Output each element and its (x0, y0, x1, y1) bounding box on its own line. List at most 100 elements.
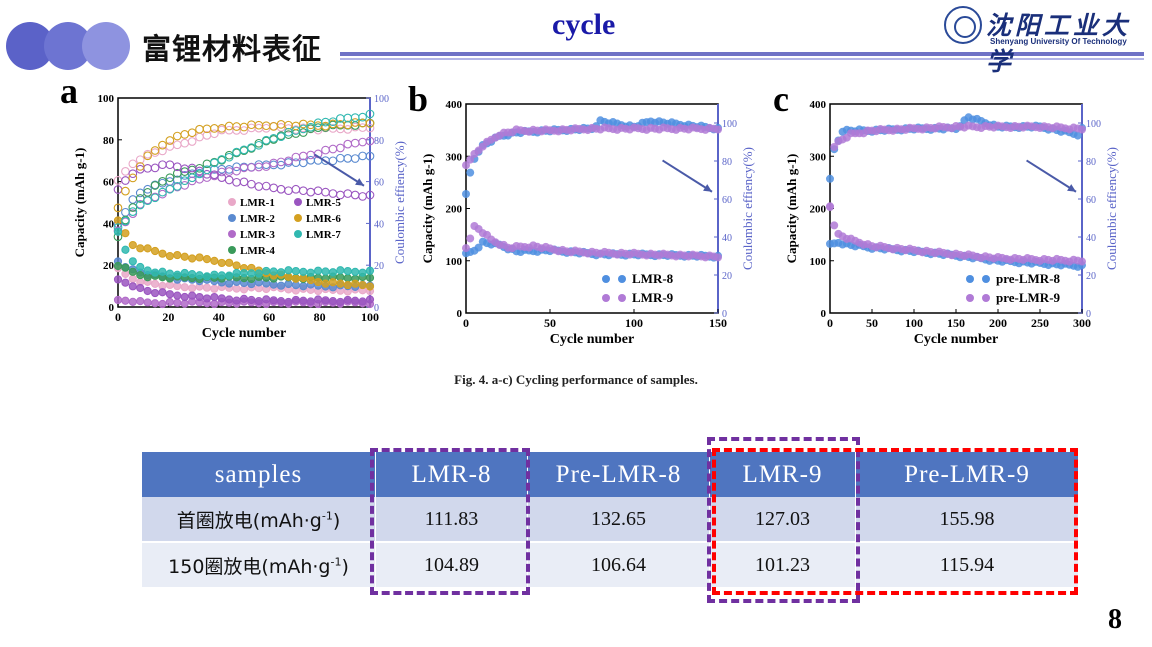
ce-point (254, 182, 264, 191)
highlight-box-red (712, 448, 1078, 595)
y2-tick-label: 80 (722, 157, 732, 168)
capacity-point (306, 268, 315, 277)
table-header-lmr9: LMR-9 (709, 452, 856, 497)
capacity-point (202, 272, 212, 281)
legend-marker (966, 294, 974, 302)
ce-point (180, 176, 190, 185)
capacity-point (143, 266, 152, 275)
capacity-point (158, 249, 167, 258)
ce-point (187, 163, 197, 173)
ce-point (365, 123, 375, 133)
legend-marker (966, 275, 974, 283)
capacity-point (202, 294, 212, 303)
capacity-point (113, 295, 123, 305)
capacity-point (165, 269, 174, 278)
capacity-point (276, 281, 286, 290)
ce-point (247, 179, 256, 189)
capacity-point (165, 252, 174, 261)
capacity-point (150, 299, 160, 308)
legend-label: LMR-2 (240, 213, 275, 225)
capacity-point (714, 253, 722, 262)
x-axis-label: Cycle number (550, 332, 634, 347)
capacity-point (365, 273, 375, 282)
legend-marker (294, 214, 302, 222)
ce-point (232, 177, 241, 187)
x-tick-label: 150 (709, 316, 727, 330)
legend-marker (602, 294, 610, 302)
x-axis-label: Cycle number (914, 332, 998, 347)
ce-point (306, 187, 316, 197)
capacity-point (262, 295, 271, 304)
ce-point (261, 181, 271, 191)
capacity-point (173, 291, 182, 300)
capacity-point (180, 252, 189, 261)
ce-point (121, 176, 130, 185)
ce-point (143, 184, 152, 194)
ce-point (158, 177, 167, 186)
ce-point (365, 109, 375, 119)
capacity-point (143, 298, 152, 307)
y2-tick-label: 60 (374, 178, 384, 189)
y2-tick-label: 0 (1086, 309, 1091, 320)
legend-label: LMR-5 (306, 197, 341, 209)
ce-point (239, 177, 249, 187)
ce-point (195, 124, 204, 134)
capacity-point (343, 274, 352, 283)
capacity-point (136, 270, 145, 280)
y2-tick-label: 0 (722, 309, 727, 320)
ce-point (306, 122, 316, 132)
ce-point (239, 126, 249, 135)
legend-label: LMR-7 (306, 229, 341, 241)
capacity-point (188, 284, 197, 293)
ce-point (158, 178, 167, 188)
cell-value: 155.98 (855, 497, 1078, 543)
capacity-point (113, 275, 123, 284)
capacity-point (202, 283, 212, 292)
legend-label: pre-LMR-8 (996, 271, 1061, 286)
ce-point (261, 160, 271, 170)
capacity-point (173, 270, 182, 279)
capacity-point (276, 297, 286, 306)
x-tick-label: 100 (625, 316, 643, 330)
ce-point (135, 162, 145, 171)
header-underline-thin (340, 58, 1144, 60)
capacity-point (336, 266, 345, 275)
ce-point (128, 203, 138, 212)
legend-label: LMR-3 (240, 229, 275, 241)
capacity-point (143, 273, 152, 282)
ce-point (121, 216, 130, 226)
x-tick-label: 60 (263, 310, 275, 324)
capacity-point (328, 278, 338, 287)
y2-tick-label: 80 (1086, 157, 1096, 168)
legend-marker (294, 230, 302, 238)
capacity-point (121, 245, 130, 254)
figure-caption: Fig. 4. a-c) Cycling performance of samp… (454, 372, 698, 387)
ce-point (462, 190, 470, 198)
capacity-point (150, 279, 160, 288)
capacity-point (202, 255, 212, 264)
ce-point (232, 166, 241, 176)
capacity-point (269, 296, 278, 305)
y2-tick-label: 20 (1086, 271, 1096, 282)
ce-point (276, 132, 286, 142)
ce-point (358, 112, 367, 122)
capacity-point (299, 282, 308, 291)
ce-point (365, 190, 375, 200)
capacity-point (1078, 257, 1086, 266)
y2-axis-label: Coulombic effiency(%) (1104, 147, 1119, 270)
capacity-point (121, 296, 130, 305)
ce-point (466, 168, 475, 177)
ce-point (128, 169, 138, 179)
capacity-point (113, 261, 123, 271)
ce-point (826, 174, 834, 183)
x-tick-label: 300 (1073, 316, 1091, 330)
x-tick-label: 20 (162, 310, 174, 324)
x-tick-label: 0 (827, 316, 833, 330)
capacity-point (336, 297, 345, 307)
y-axis-label: Capacity (mAh g-1) (784, 154, 799, 264)
ce-point (358, 151, 367, 161)
ce-point (187, 128, 197, 138)
ce-point (210, 124, 219, 133)
capacity-point (239, 269, 249, 278)
ce-point (180, 138, 190, 148)
